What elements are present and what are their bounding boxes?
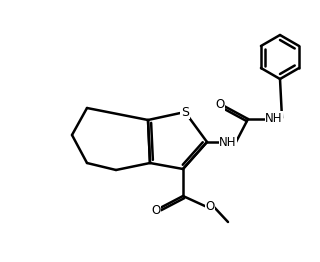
Text: S: S — [181, 106, 189, 118]
Text: NH: NH — [219, 135, 237, 149]
Text: O: O — [205, 199, 215, 212]
Text: O: O — [151, 204, 161, 216]
Text: NH: NH — [265, 112, 283, 124]
Text: O: O — [215, 97, 225, 111]
